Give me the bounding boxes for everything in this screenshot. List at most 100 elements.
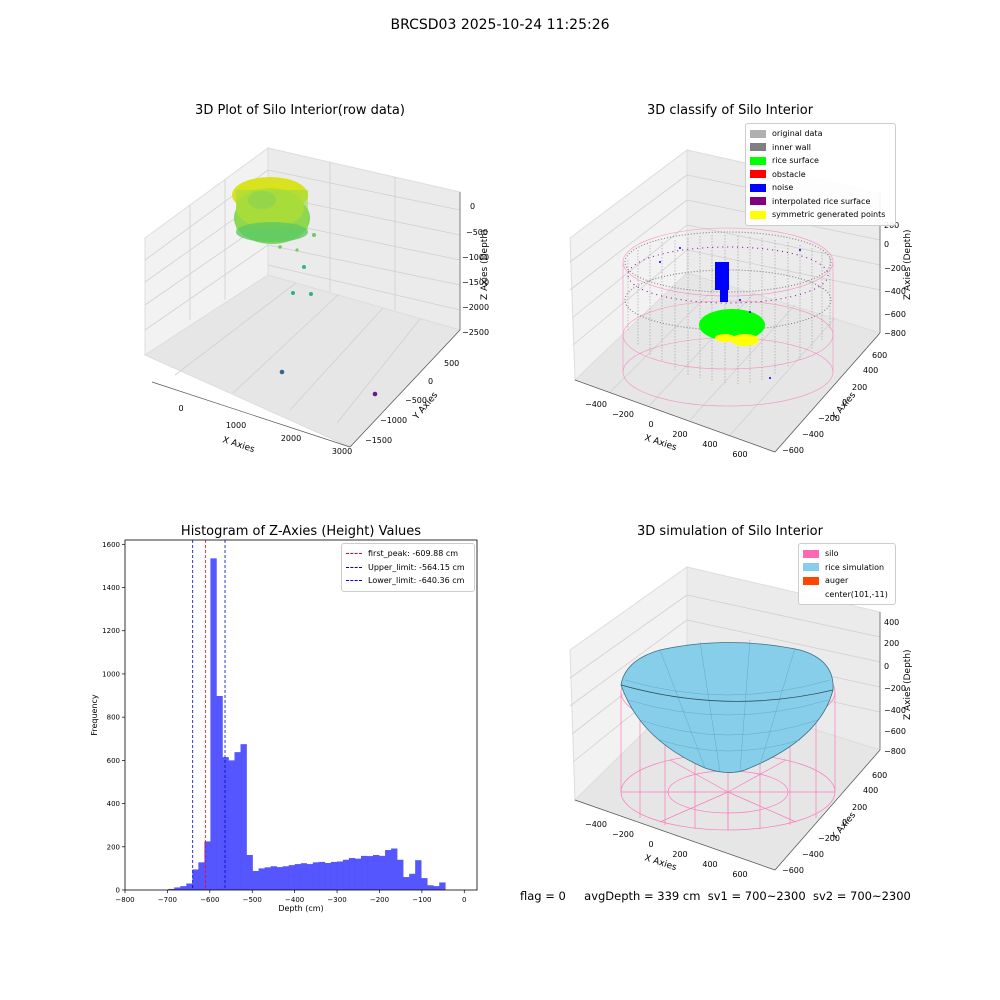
raw3d-xtick: 3000 — [332, 447, 352, 456]
classify3d-ztick: −600 — [884, 310, 906, 319]
histogram-bar — [318, 861, 326, 890]
legend-line — [346, 580, 362, 582]
raw3d-ytick: 0 — [428, 377, 433, 386]
legend-label: Lower_limit: -640.36 cm — [368, 576, 465, 586]
legend-item: inner wall — [750, 141, 891, 155]
histogram-bar — [373, 855, 380, 890]
sv2-text: sv2 = 700~2300 — [812, 889, 911, 903]
legend-line — [346, 553, 362, 555]
sim3d-ztick: −800 — [884, 747, 906, 756]
histogram-legend: first_peak: -609.88 cm Upper_limit: -564… — [341, 543, 475, 592]
raw3d-ztick: −2500 — [462, 328, 489, 337]
legend-label: center(101,-11) — [825, 589, 888, 599]
raw3d-xtick: 0 — [178, 404, 183, 413]
histogram-bar — [354, 858, 362, 890]
avg-depth-text: avgDepth = 339 cm — [584, 889, 701, 903]
sim3d-ytick: 400 — [863, 786, 878, 795]
raw3d-ytick: −1000 — [380, 416, 407, 425]
histogram-xtick-label: −800 — [115, 896, 134, 904]
sv1-text: sv1 = 700~2300 — [707, 889, 806, 903]
histogram-xtick-label: −300 — [327, 896, 346, 904]
legend-item: silo — [803, 547, 891, 561]
histogram-frame — [124, 539, 478, 891]
sim3d-ztick: 200 — [884, 639, 899, 648]
raw3d-xlabel: X Axies — [221, 435, 256, 455]
histogram-title: Histogram of Z-Axies (Height) Values — [180, 524, 422, 539]
legend-label: obstacle — [772, 169, 806, 179]
histogram-ytick-label: 1600 — [102, 541, 120, 549]
histogram-bar — [264, 867, 271, 890]
histogram-bar — [409, 873, 416, 890]
histogram-bar — [300, 863, 308, 890]
histogram-bar — [366, 856, 374, 890]
sim3d-plot: −400 −200 0 200 400 600 X Axies 600 400 … — [569, 566, 913, 879]
raw3d-xtick: 2000 — [281, 434, 301, 443]
classify3d-xtick: 0 — [648, 420, 653, 429]
classify3d-xtick: 400 — [702, 440, 717, 449]
figure-title: BRCSD03 2025-10-24 11:25:26 — [390, 17, 610, 33]
histogram-xtick-label: −400 — [285, 896, 304, 904]
raw3d-ytick: −1500 — [365, 436, 392, 445]
legend-swatch — [803, 563, 819, 572]
classify3d-ytick: −400 — [802, 430, 824, 439]
raw3d-ytick: 500 — [444, 359, 459, 368]
sim3d-xtick: 400 — [702, 860, 717, 869]
classify3d-ytick: 0 — [842, 398, 847, 407]
histogram-ytick-label: 1200 — [102, 627, 120, 635]
classify3d-plot: −400 −200 0 200 400 600 X Axies 600 400 … — [569, 148, 913, 459]
legend-label: symmetric generated points — [772, 210, 886, 220]
legend-swatch — [750, 197, 766, 206]
histogram-bar — [403, 877, 410, 890]
histogram-bar — [421, 878, 428, 890]
legend-swatch — [803, 549, 819, 558]
sim3d-ztick: −400 — [884, 706, 906, 715]
histogram-plot: −800 −700 −600 −500 −400 −300 −200 −100 0 0 200 40… — [90, 539, 478, 913]
legend-item: auger — [803, 574, 891, 588]
histogram-ytick-label: 1000 — [102, 670, 120, 678]
legend-item: rice surface — [750, 154, 891, 168]
sim3d-ztick: 0 — [884, 662, 889, 671]
histogram-bar — [348, 858, 356, 890]
histogram-bar — [397, 859, 404, 890]
histogram-bar — [186, 883, 193, 890]
raw3d-ytick: −500 — [405, 396, 427, 405]
classify3d-ytick: 200 — [852, 383, 867, 392]
legend-item: noise — [750, 181, 891, 195]
legend-item: interpolated rice surface — [750, 195, 891, 209]
histogram-ytick-label: 0 — [116, 887, 120, 895]
legend-label: rice surface — [772, 156, 819, 166]
legend-item: first_peak: -609.88 cm — [346, 547, 470, 561]
raw3d-xtick: 1000 — [226, 421, 246, 430]
histogram-xtick-label: −700 — [158, 896, 177, 904]
raw3d-ztick: 0 — [470, 202, 475, 211]
sim3d-ylabel: Y Axies — [829, 810, 858, 842]
legend-swatch — [750, 143, 766, 152]
histogram-xtick-label: −500 — [243, 896, 262, 904]
histogram-ytick-label: 600 — [107, 757, 120, 765]
legend-label: Upper_limit: -564.15 cm — [368, 562, 465, 572]
histogram-ytick-label: 800 — [107, 714, 120, 722]
legend-swatch — [750, 210, 766, 219]
classify3d-ytick: 600 — [872, 351, 887, 360]
classify3d-ztick: 200 — [884, 221, 899, 230]
raw3d-zlabel: Z Axies (Depth) — [480, 229, 490, 300]
histogram-bar — [258, 868, 265, 890]
sim3d-ytick: 0 — [842, 818, 847, 827]
classify3d-ylabel: Y Axies — [829, 390, 858, 422]
histogram-xtick-label: −200 — [370, 896, 389, 904]
legend-label: inner wall — [772, 142, 812, 152]
histogram-bar — [198, 862, 205, 890]
sim3d-ztick: −600 — [884, 727, 906, 736]
legend-line — [346, 566, 362, 568]
raw3d-ztick: −1500 — [462, 278, 489, 287]
sim3d-legend: silo rice simulation auger center(101,-1… — [798, 543, 896, 605]
legend-item: Upper_limit: -564.15 cm — [346, 561, 470, 575]
legend-label: silo — [825, 549, 839, 559]
sim3d-ytick: 200 — [852, 803, 867, 812]
sim3d-ztick: −200 — [884, 684, 906, 693]
histogram-bar — [210, 558, 217, 890]
histogram-bar — [379, 855, 386, 890]
sim3d-ytick: −400 — [802, 850, 824, 859]
sim3d-ytick: 600 — [872, 771, 887, 780]
histogram-bar — [385, 850, 392, 890]
